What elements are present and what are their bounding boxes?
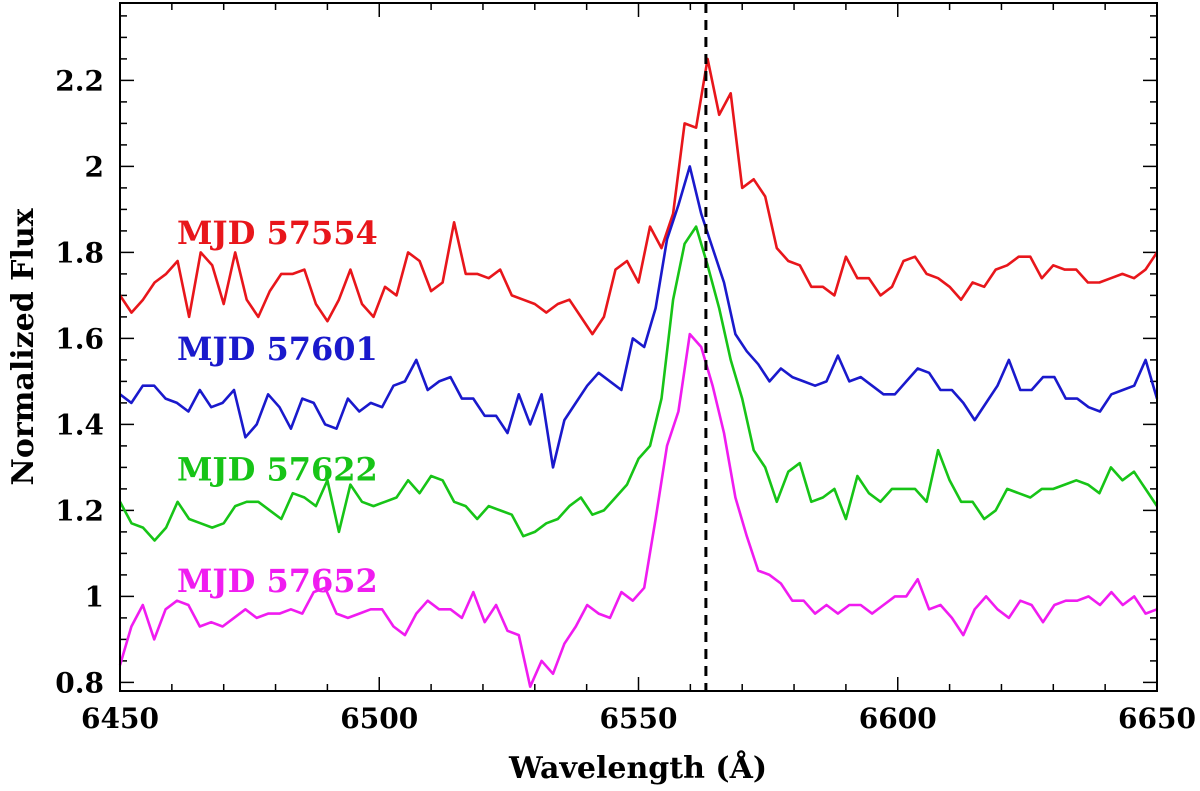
- series-line-2: [119, 165, 1159, 469]
- x-tick-label: 6550: [600, 702, 678, 735]
- y-tick-label: 2: [85, 150, 104, 183]
- series-label-2: MJD 57601: [177, 330, 378, 368]
- y-tick-label: 1: [85, 580, 104, 613]
- series-label-1: MJD 57554: [177, 214, 378, 252]
- x-tick-label: 6500: [340, 702, 418, 735]
- plot-frame: [119, 2, 1158, 692]
- x-tick-label: 6600: [859, 702, 937, 735]
- tick-labels: 6450 6500 6550 6600 6650 0.8 1 1.2 1.4 1.6 1.8 2 2.2: [55, 64, 1196, 735]
- y-tick-label: 1.2: [55, 494, 104, 527]
- series-line-1: [118, 57, 1159, 336]
- series-labels: MJD 57554 MJD 57601 MJD 57622 MJD 57652: [177, 214, 378, 600]
- series-line-3: [118, 225, 1159, 542]
- series-line-4: [118, 332, 1158, 689]
- y-tick-label: 1.4: [55, 408, 104, 441]
- y-tick-label: 0.8: [55, 666, 104, 699]
- x-tick-label: 6450: [81, 702, 159, 735]
- tick-marks: [119, 3, 1158, 691]
- x-axis-title: Wavelength (Å): [508, 750, 767, 786]
- y-tick-label: 1.8: [55, 236, 104, 269]
- y-axis-title: Normalized Flux: [6, 207, 41, 485]
- x-tick-label: 6650: [1118, 702, 1196, 735]
- series-label-4: MJD 57652: [177, 562, 378, 600]
- y-tick-label: 2.2: [55, 64, 104, 97]
- series-label-3: MJD 57622: [177, 450, 378, 488]
- series-lines: [118, 57, 1159, 689]
- y-tick-label: 1.6: [55, 322, 104, 355]
